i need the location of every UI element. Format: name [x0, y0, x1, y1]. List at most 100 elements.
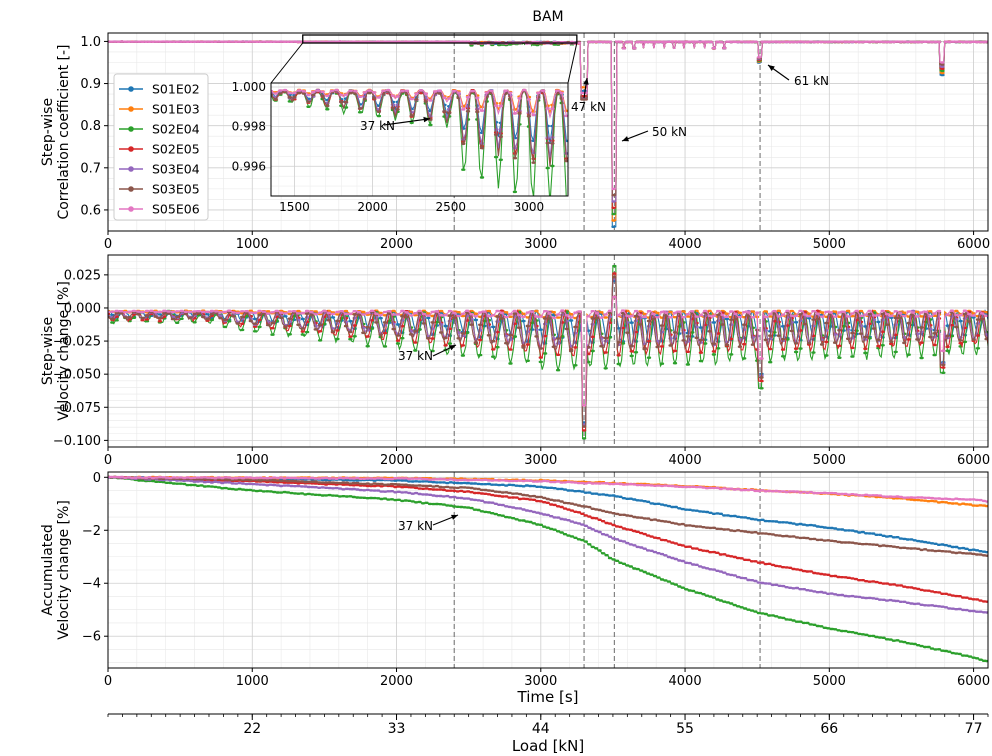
accumulated-velocity-panel: 0 1000 2000 3000 4000 5000 6000 0 −2 −4 −6 Accumula…: [40, 471, 990, 689]
load-tick-label: 22: [243, 721, 261, 737]
plot-frame: [107, 32, 989, 232]
series-s02e04-accumulated-velocity: [108, 475, 988, 663]
legend-swatch-marker: [128, 86, 134, 92]
inset-series-s05e06-markers: [271, 88, 568, 118]
x-tick-label: 4000: [669, 674, 702, 689]
legend-swatch-marker: [128, 206, 134, 212]
annotation-50kn: 50 kN: [621, 125, 687, 142]
legend-swatch-marker: [128, 166, 134, 172]
legend-swatch-marker: [128, 146, 134, 152]
annotation-37kn: 37 kN: [398, 514, 459, 533]
series-s01e02-stepwise-velocity-markers: [108, 279, 988, 424]
annotation-label: 50 kN: [652, 125, 687, 139]
x-tick-label: 1000: [236, 237, 269, 252]
legend-label: S03E04: [152, 162, 200, 177]
legend-label: S03E05: [152, 182, 200, 197]
zoom-region-box: [302, 34, 578, 44]
series-s01e02-stepwise-velocity: [108, 279, 988, 424]
x-tick-label: 4000: [669, 237, 702, 252]
inset-y-tick-label: 0.998: [232, 120, 266, 134]
annotation-label: 47 kN: [571, 100, 606, 114]
series-s02e05-stepwise-velocity-markers: [108, 272, 988, 432]
x-tick-label: 0: [104, 674, 112, 689]
y-axis-label-line2: Velocity change [%]: [56, 281, 72, 421]
load-tick-label: 55: [676, 721, 694, 737]
series-s05e06-stepwise-velocity-markers: [108, 295, 988, 407]
y-axis-label-line1: Step-wise: [40, 98, 56, 166]
series-s03e05-stepwise-velocity-markers: [108, 276, 988, 428]
legend-item-s05e06: S05E06: [119, 202, 200, 217]
series-s05e06-stepwise-velocity: [108, 295, 988, 407]
legend-item-s03e04: S03E04: [119, 162, 200, 177]
time-axis-label: Time [s]: [517, 688, 579, 706]
annotation-arrow-line: [383, 118, 431, 126]
x-tick-label: 1000: [236, 674, 269, 689]
annotation-47kn: 47 kN: [571, 77, 606, 114]
inset-series-s05e06: [271, 88, 568, 119]
y-tick-label: −6: [82, 630, 101, 645]
inset-series-s05e06-line: [271, 89, 567, 119]
x-tick-label: 0: [104, 453, 112, 468]
y-axis-label: Step-wiseCorrelation coefficient [-]: [40, 44, 72, 219]
series-s05e06-accumulated-velocity: [108, 475, 988, 503]
minor-grid: [107, 255, 988, 448]
legend-item-s03e05: S03E05: [119, 182, 200, 197]
x-tick-label: 3000: [524, 674, 557, 689]
load-axis: 22 33 44 55 66 77 Load [kN]: [107, 713, 989, 755]
series-s02e04-stepwise-velocity-line: [108, 265, 988, 439]
inset-x-tick-label: 2000: [357, 200, 388, 214]
y-axis-label: Step-wiseVelocity change [%]: [40, 281, 72, 421]
legend-label: S05E06: [152, 202, 200, 217]
load-tick-label: 44: [532, 721, 550, 737]
series-s03e05-accumulated-velocity-markers: [108, 475, 988, 557]
y-tick-label: 0.000: [64, 301, 101, 316]
inset-axes: 1500 2000 2500 3000 0.996 0.998 1.000 37 kN: [232, 80, 569, 214]
x-tick-label: 4000: [669, 453, 702, 468]
annotation-arrow-head: [423, 116, 431, 123]
inset-y-tick-label: 1.000: [232, 80, 266, 94]
load-tick-label: 66: [820, 721, 838, 737]
zoom-connector-left: [270, 42, 304, 84]
inset-x-tick-label: 3000: [514, 200, 545, 214]
legend-label: S02E04: [152, 122, 200, 137]
zoom-connector-right: [567, 42, 578, 84]
y-axis-label-line2: Velocity change [%]: [56, 500, 72, 640]
inset-annotation-label: 37 kN: [360, 119, 395, 133]
title-layer: BAM: [532, 9, 563, 25]
x-tick-label: 1000: [236, 453, 269, 468]
annotation-label: 37 kN: [398, 519, 433, 533]
annotation-61kn: 61 kN: [767, 64, 829, 88]
y-tick-label: −0.025: [53, 335, 101, 350]
y-axis-label-line1: Accumulated: [40, 524, 56, 616]
x-tick-label: 2000: [380, 453, 413, 468]
load-axis-ticks: 22 33 44 55 66 77: [107, 714, 989, 737]
inset-x-tick-label: 1500: [279, 200, 310, 214]
series-s05e06-correlation-markers: [108, 40, 988, 191]
legend: S01E02 S01E03 S02E04 S02E05 S03E04 S03E05 S05E…: [113, 73, 209, 221]
y-axis-label-line2: Correlation coefficient [-]: [56, 44, 72, 219]
annotation-label: 61 kN: [794, 74, 829, 88]
series-s03e04-accumulated-velocity: [108, 476, 988, 614]
legend-item-s02e04: S02E04: [119, 122, 200, 137]
legend-label: S01E03: [152, 102, 200, 117]
correlation-panel: 0 1000 2000 3000 4000 5000 6000 0.6 0.7 0.8 0.9 1.0…: [40, 32, 990, 252]
x-tick-label: 2000: [380, 674, 413, 689]
major-grid: 0 1000 2000 3000 4000 5000 6000 0.025 0.000 −0.02…: [53, 255, 990, 468]
series-s02e04-stepwise-velocity-markers: [108, 264, 988, 440]
figure-title: BAM: [532, 9, 563, 25]
legend-label: S01E02: [152, 82, 200, 97]
legend-box: [113, 73, 209, 221]
annotation-arrow-head: [451, 514, 458, 520]
legend-item-s01e03: S01E03: [119, 102, 200, 117]
x-tick-label: 2000: [380, 237, 413, 252]
x-tick-label: 5000: [813, 674, 846, 689]
legend-swatch-marker: [128, 186, 134, 192]
inset-annotation-37kn: 37 kN: [360, 116, 431, 133]
series-s03e04-stepwise-velocity: [108, 277, 988, 426]
inset-y-tick-label: 0.996: [232, 159, 266, 173]
annotation-arrow-head: [768, 65, 775, 71]
y-axis-label: AccumulatedVelocity change [%]: [40, 500, 72, 640]
series-s03e05-stepwise-velocity: [108, 276, 988, 428]
legend-item-s02e05: S02E05: [119, 142, 200, 157]
